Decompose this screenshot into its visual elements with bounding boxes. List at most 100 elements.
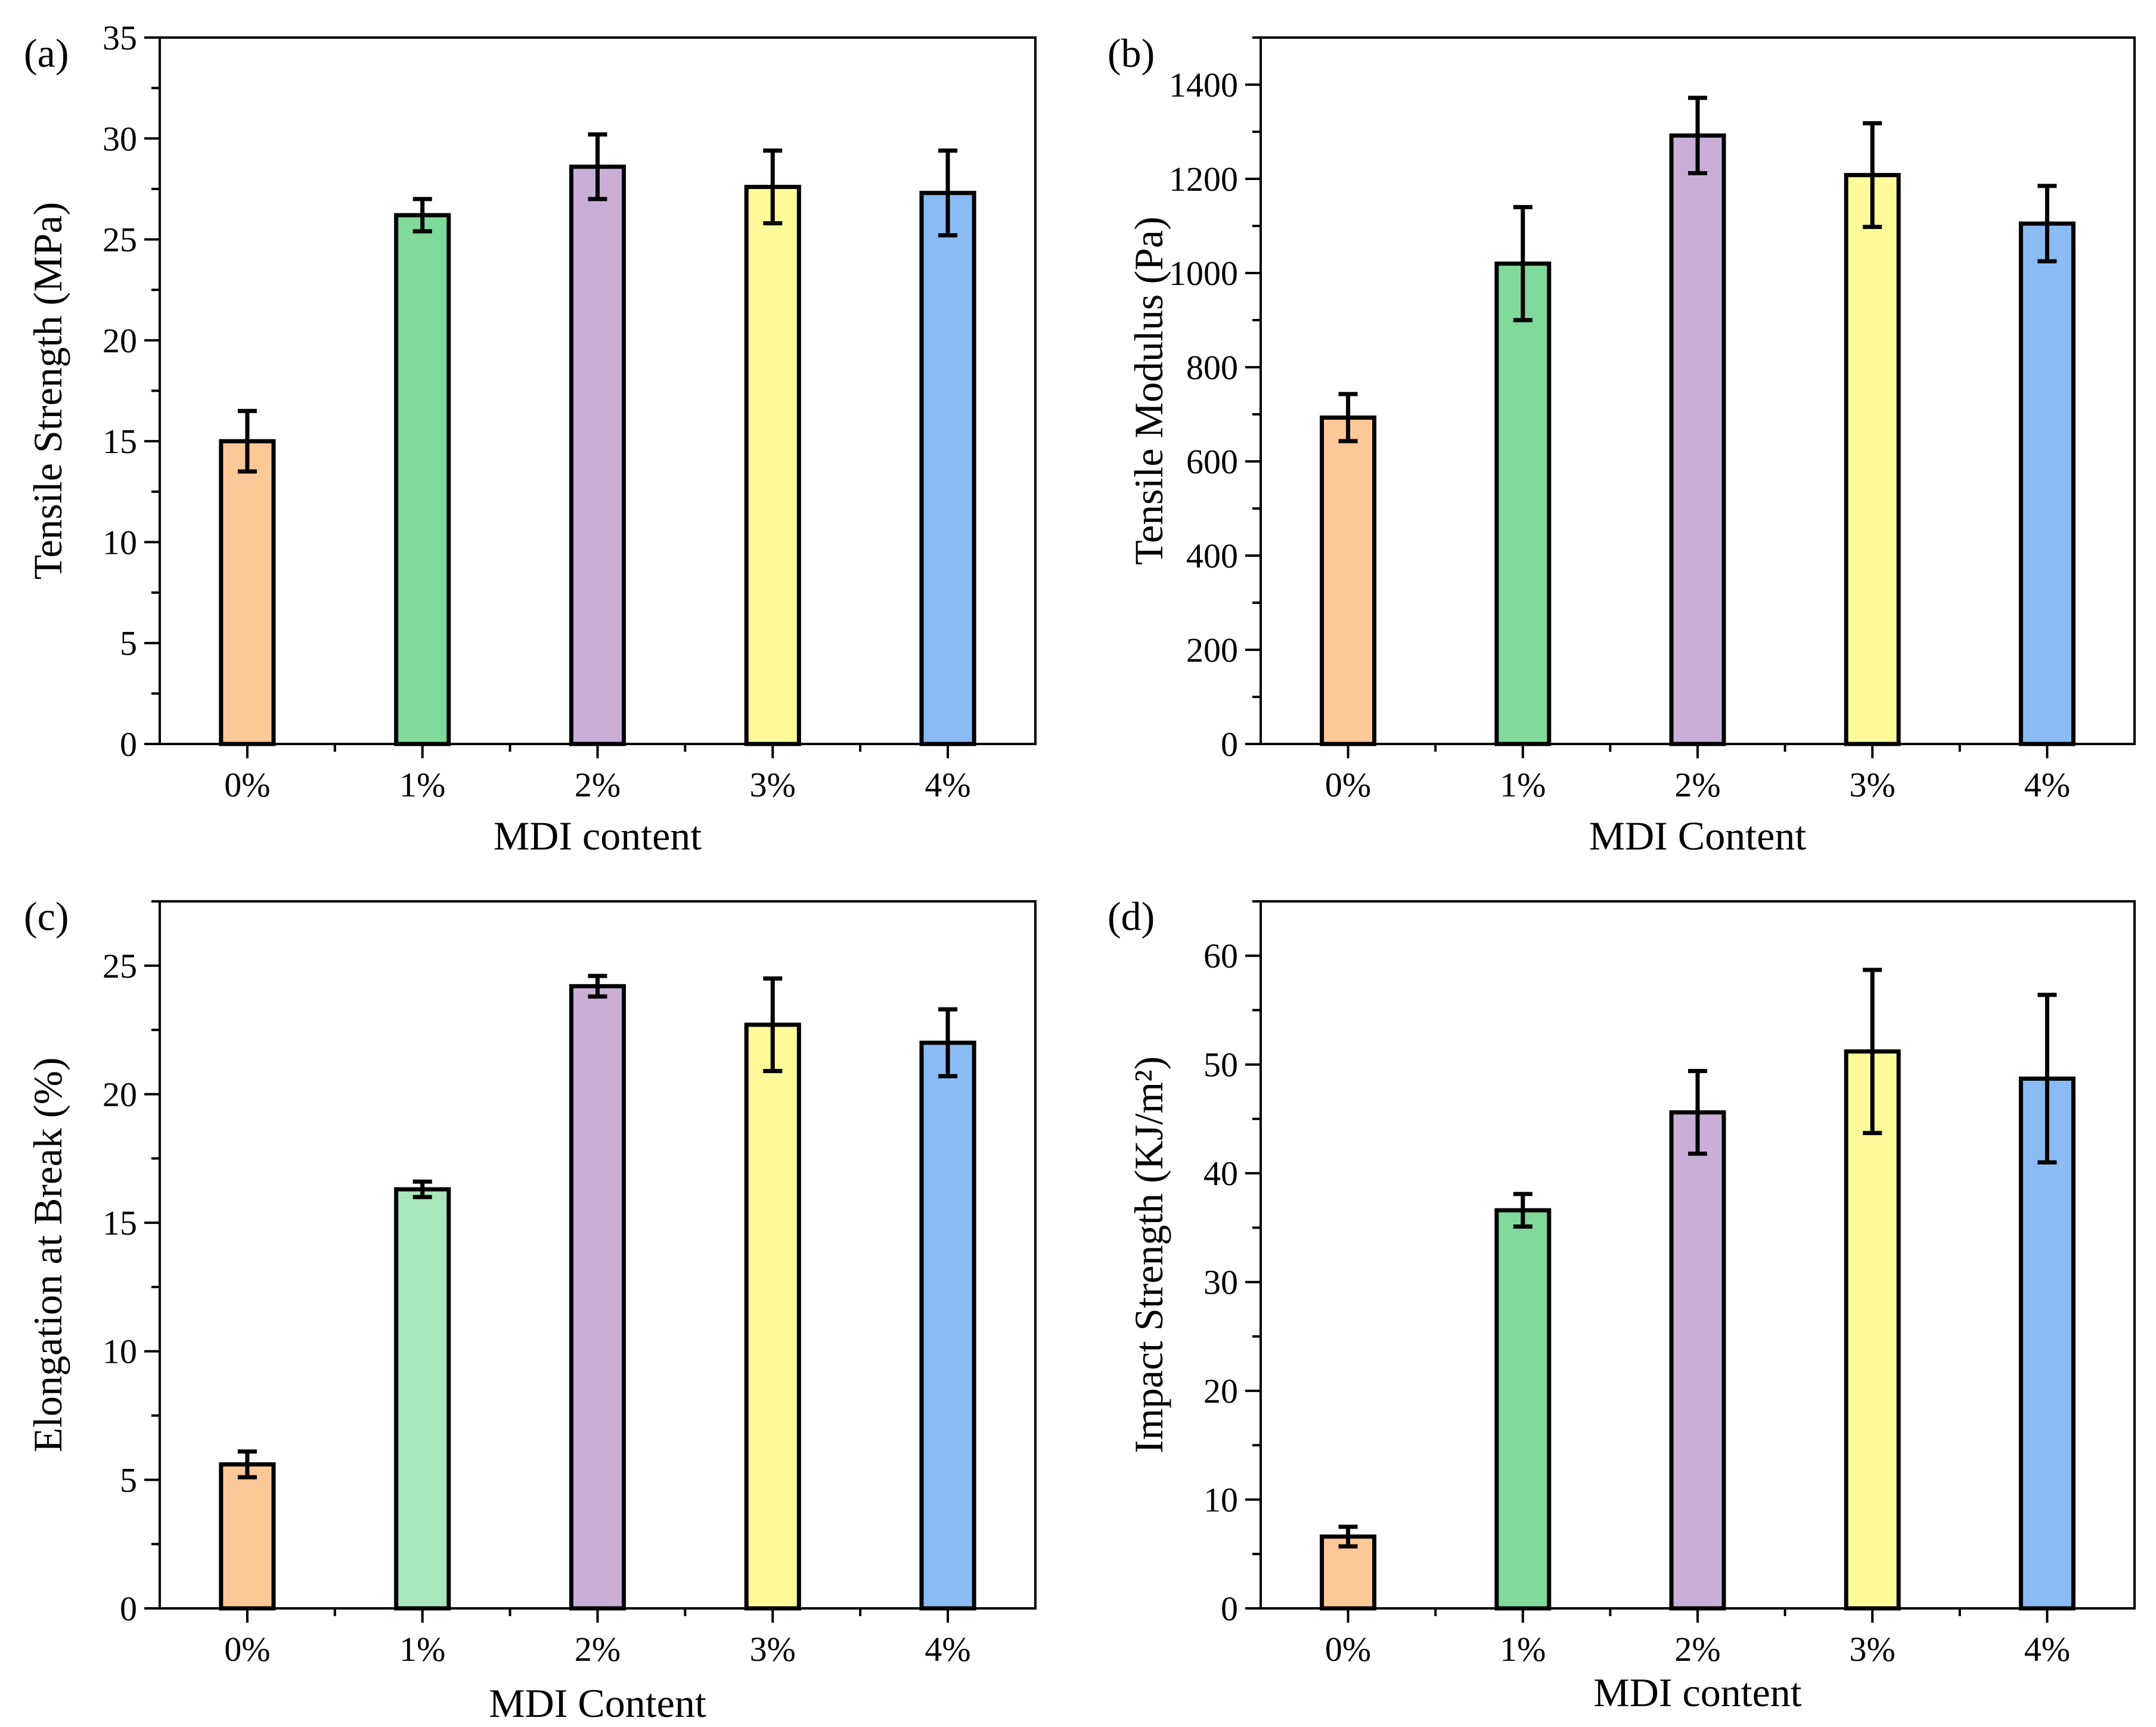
bar-3pct [744,1022,801,1611]
error-bar [1513,1192,1533,1229]
y-tick-label: 35 [103,18,137,57]
panel-b: 0 200 400 600 800 1000 1200 1400 0% 1% 2% 3% 4% MDI C… [1108,30,2136,858]
bar-4pct [919,1040,976,1611]
x-tick-label: 3% [750,765,796,804]
error-bar [588,973,607,999]
x-tick-label: 4% [2024,765,2070,804]
bar-2pct [569,165,626,746]
error-bar [412,1179,432,1199]
panel-label: (b) [1108,30,1155,76]
y-tick-label: 0 [1221,1589,1238,1628]
bar-1pct [394,1187,451,1611]
y-tick-label: 10 [1203,1481,1238,1520]
error-bar [763,976,783,1074]
y-tick-label: 15 [103,422,137,461]
error-bar [1338,392,1358,444]
y-tick-label: 600 [1186,442,1238,481]
x-tick-label: 3% [750,1630,796,1669]
panel-c: 0 5 10 15 20 25 0% 1% 2% 3% 4% MDI Content Elongatio… [24,894,1037,1726]
x-tick-label: 4% [925,1630,970,1669]
bar-3pct [1844,173,1901,746]
panel-d: 0 10 20 30 40 50 60 0% 1% 2% 3% 4% MDI content Impact… [1108,894,2136,1715]
y-tick-label: 0 [120,1589,137,1628]
bar-4pct [2018,1076,2076,1611]
y-tick-label: 1000 [1169,254,1238,293]
bar-0pct [219,1462,276,1611]
error-bar [1863,968,1882,1136]
bar-1pct [394,213,451,746]
y-tick-label: 20 [103,321,137,360]
x-tick-label: 2% [575,765,621,804]
error-bar [588,132,607,201]
bar-4pct [2018,221,2076,746]
error-bar [1688,1069,1707,1156]
bar-2pct [1669,1110,1726,1611]
y-tick-label: 15 [103,1204,137,1242]
y-tick-label: 20 [103,1075,137,1114]
y-tick-label: 800 [1186,348,1238,387]
y-tick-label: 25 [103,221,137,259]
x-axis-title: MDI content [494,813,702,858]
y-tick-label: 400 [1186,537,1238,575]
panel-label: (d) [1108,894,1155,939]
bar-1pct [1494,261,1552,746]
bar-3pct [744,185,801,746]
y-tick-label: 20 [1203,1372,1238,1410]
y-tick-label: 25 [103,947,137,985]
error-bar [938,148,958,238]
x-tick-label: 1% [1500,1630,1546,1669]
y-tick-label: 200 [1186,631,1238,669]
y-tick-label: 50 [1203,1046,1238,1084]
error-bar [763,148,783,225]
y-tick-label: 30 [103,119,137,158]
x-tick-label: 4% [2024,1630,2070,1669]
panel-label: (c) [24,894,69,939]
x-tick-label: 0% [224,765,270,804]
y-tick-label: 60 [1203,937,1238,975]
x-tick-label: 2% [575,1630,621,1669]
error-bar [2037,184,2057,263]
error-bar [1688,95,1707,176]
error-bar [2037,993,2057,1165]
bar-0pct [219,439,276,746]
y-tick-label: 40 [1203,1154,1238,1193]
error-bar [1338,1524,1358,1549]
x-tick-label: 2% [1674,1630,1720,1669]
error-bar [412,197,432,234]
x-tick-label: 2% [1674,765,1720,804]
bar-2pct [569,984,626,1611]
bar-0pct [1320,416,1377,746]
y-tick-label: 5 [120,1461,137,1499]
y-tick-label: 10 [103,523,137,562]
x-tick-label: 0% [1325,1630,1371,1669]
y-tick-label: 1400 [1169,66,1238,104]
y-axis-title: Tensile Strength (MPa) [25,202,70,580]
x-tick-label: 1% [399,1630,445,1669]
x-tick-label: 3% [1850,1630,1896,1669]
y-axis-title: Tensile Modulus (Pa) [1126,216,1171,565]
error-bar [1513,204,1533,323]
x-axis-title: MDI content [1593,1670,1801,1715]
error-bar [1863,121,1882,230]
x-tick-label: 1% [1500,765,1546,804]
error-bar [237,1449,257,1480]
panel-label: (a) [24,30,69,76]
y-tick-label: 10 [103,1332,137,1371]
y-axis-title: Elongation at Break (%) [25,1058,70,1453]
error-bar [237,408,257,474]
y-tick-label: 0 [120,725,137,764]
y-axis-title: Impact Strength (KJ/m²) [1126,1056,1171,1453]
y-tick-label: 0 [1221,725,1238,764]
bar-4pct [919,191,976,746]
x-axis-title: MDI Content [489,1681,706,1726]
bar-2pct [1669,133,1726,746]
x-axis-title: MDI Content [1589,813,1807,858]
x-tick-label: 3% [1850,765,1896,804]
x-tick-label: 0% [224,1630,270,1669]
x-tick-label: 4% [925,765,970,804]
bar-1pct [1494,1208,1552,1611]
y-tick-label: 30 [1203,1263,1238,1302]
panel-a: 0 5 10 15 20 25 30 35 0% 1% 2% 3% 4% MDI content Tensi… [24,18,1037,858]
error-bar [938,1007,958,1078]
